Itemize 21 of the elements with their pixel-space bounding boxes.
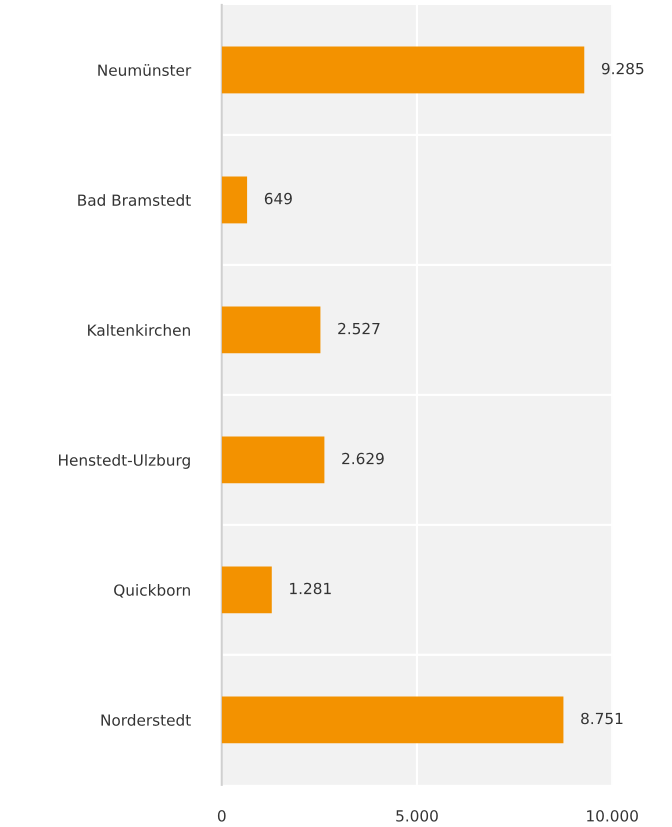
data-label: 2.629 [342,452,384,464]
y-tick-label: Quickborn [114,584,190,598]
data-label: 8.751 [581,712,622,724]
data-label: 9.285 [602,62,644,74]
bar [222,46,584,94]
x-tick-label: 10.000 [587,810,638,822]
y-tick-label: Norderstedt [101,714,191,726]
bar [222,436,324,484]
y-tick-label: Neumünster [98,64,192,76]
data-label: 2.527 [338,322,380,334]
y-tick-label: Henstedt-Ulzburg [59,454,190,469]
data-label: 649 [264,192,292,204]
bar [222,306,320,354]
data-label: 1.281 [290,582,331,594]
y-tick-label: Kaltenkirchen [88,324,190,336]
x-tick-label: 5.000 [396,810,438,822]
bar [222,566,272,614]
y-tick-label: Bad Bramstedt [78,194,191,206]
bar [222,176,248,224]
bar [222,696,564,744]
x-tick-label: 0 [218,810,226,822]
